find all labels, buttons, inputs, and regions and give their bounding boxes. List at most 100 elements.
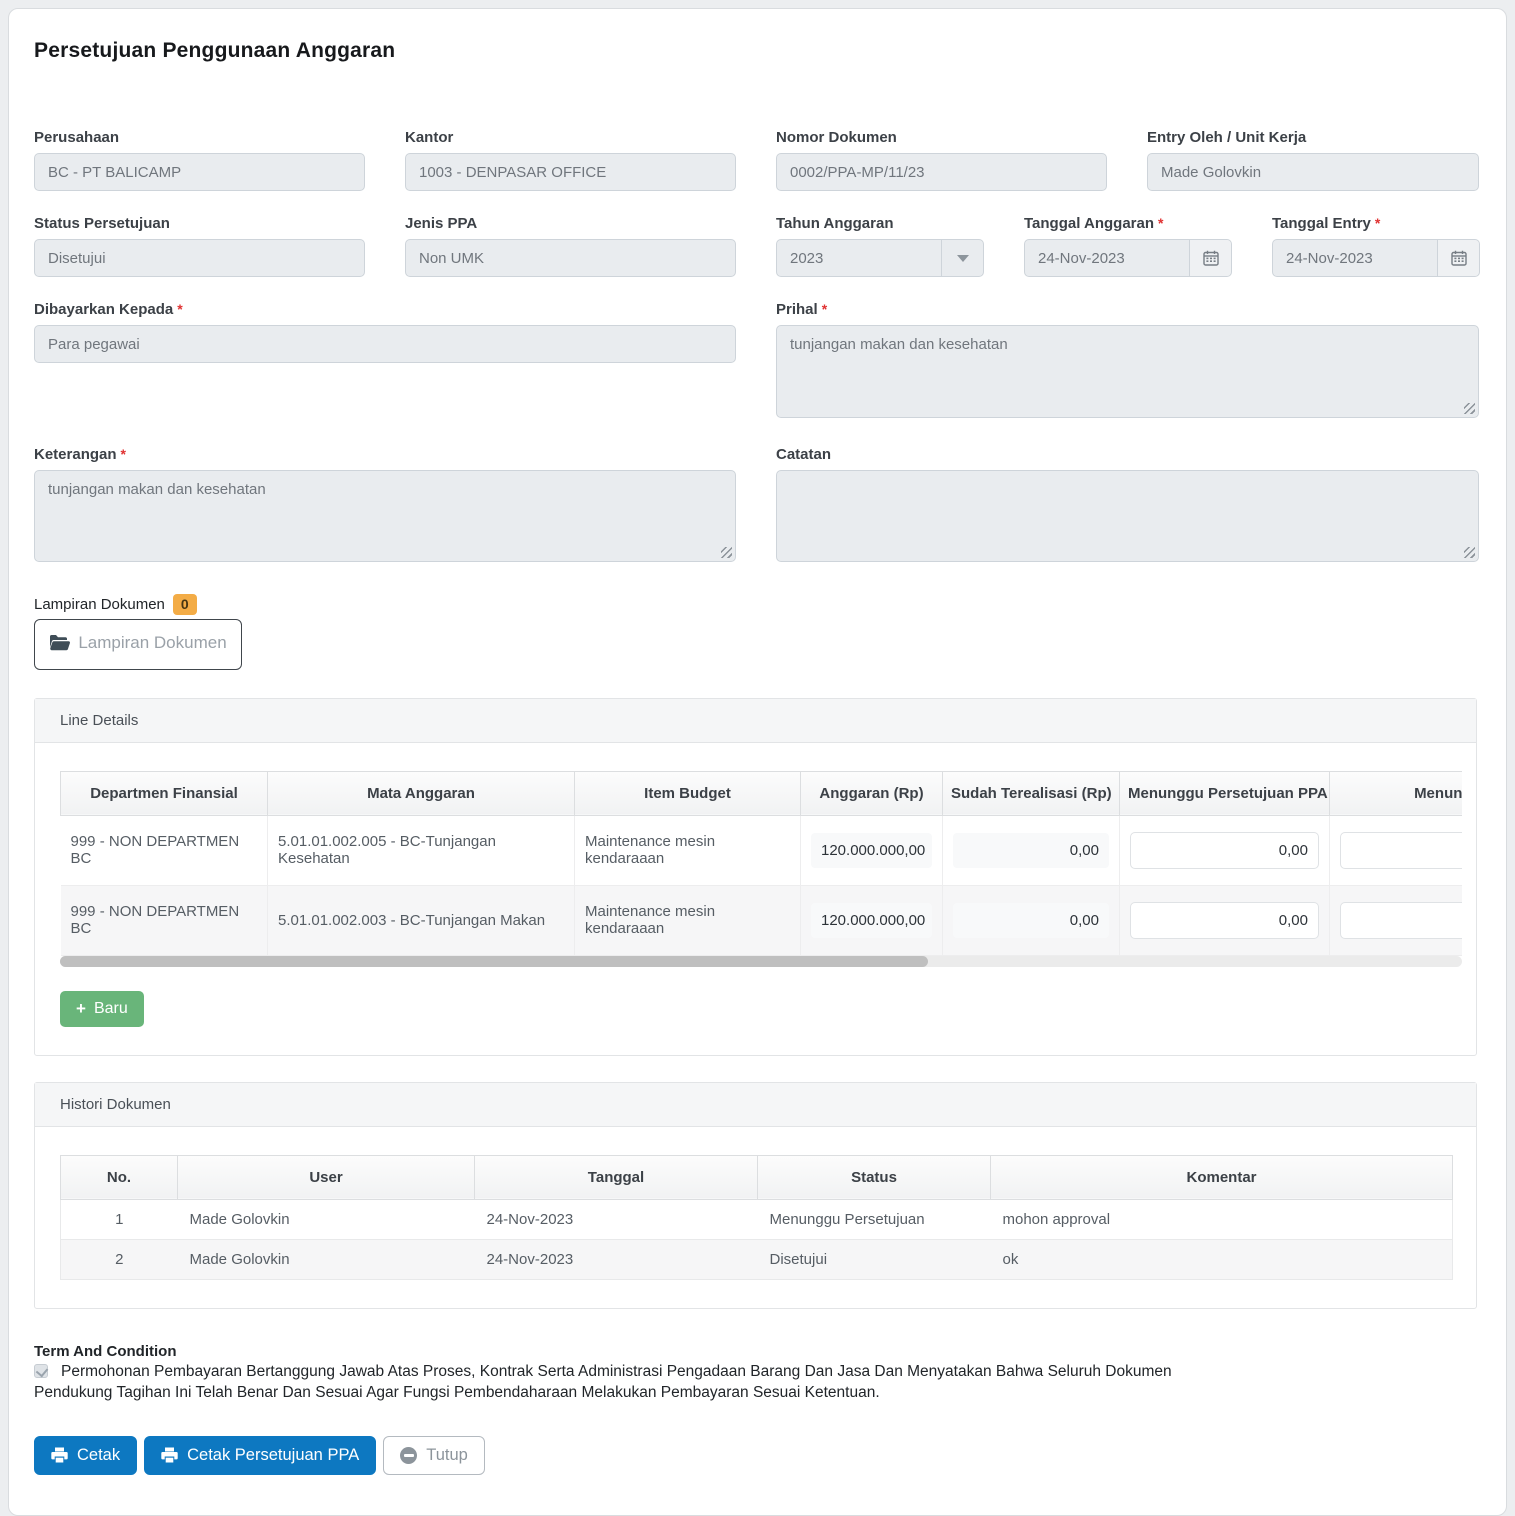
- lampiran-label: Lampiran Dokumen: [34, 595, 165, 613]
- col-tanggal: Tanggal: [474, 1154, 758, 1200]
- form-row-4: Keterangan * tunjangan makan dan kesehata…: [34, 446, 1479, 562]
- col-mata-anggaran: Mata Anggaran: [267, 770, 575, 816]
- lampiran-dokumen-button[interactable]: Lampiran Dokumen: [34, 618, 242, 670]
- required-marker: *: [120, 446, 126, 462]
- lampiran-count-badge: 0: [172, 594, 197, 615]
- field-keterangan: Keterangan * tunjangan makan dan kesehata…: [34, 446, 736, 562]
- keterangan-label: Keterangan *: [34, 446, 126, 463]
- catatan-label: Catatan: [776, 446, 832, 463]
- prihal-textarea[interactable]: tunjangan makan dan kesehatan: [776, 325, 1479, 418]
- menunggu-ppa-input[interactable]: 0,00: [1130, 831, 1319, 869]
- field-catatan: Catatan: [776, 446, 1479, 562]
- cell-departmen: 999 - NON DEPARTMEN BC: [60, 885, 268, 956]
- tanggal-anggaran-value: 24-Nov-2023: [1038, 249, 1125, 267]
- tanggal-anggaran-calendar-button[interactable]: [1189, 240, 1231, 276]
- line-details-header-row: Departmen Finansial Mata Anggaran Item B…: [60, 770, 1462, 816]
- form-card: Persetujuan Penggunaan Anggaran Perusaha…: [8, 8, 1507, 1516]
- nomor-dokumen-label: Nomor Dokumen: [776, 129, 897, 146]
- tanggal-anggaran-input[interactable]: 24-Nov-2023: [1024, 239, 1232, 277]
- menunggu-next-input[interactable]: [1340, 901, 1462, 939]
- required-marker: *: [821, 301, 828, 317]
- form-row-2: Status Persetujuan Disetujui Jenis PPA N…: [34, 215, 1480, 277]
- calendar-icon: [1450, 250, 1467, 266]
- horizontal-scrollbar[interactable]: [60, 955, 1462, 967]
- jenis-ppa-label: Jenis PPA: [405, 215, 478, 232]
- kantor-input[interactable]: 1003 - DENPASAR OFFICE: [405, 153, 736, 191]
- dibayarkan-kepada-label: Dibayarkan Kepada *: [34, 301, 183, 318]
- table-row: 999 - NON DEPARTMEN BC 5.01.01.002.003 -…: [60, 885, 1462, 956]
- terms-checkbox: [34, 1363, 48, 1378]
- lampiran-section: Lampiran Dokumen 0 Lampiran Dokumen: [34, 594, 1477, 670]
- resize-handle[interactable]: [1464, 547, 1475, 558]
- field-dibayarkan-kepada: Dibayarkan Kepada * Para pegawai: [34, 301, 736, 363]
- catatan-textarea[interactable]: [776, 470, 1479, 562]
- resize-handle[interactable]: [1464, 403, 1475, 414]
- terms-title: Term And Condition: [34, 1342, 177, 1360]
- entry-oleh-input[interactable]: Made Golovkin: [1147, 153, 1479, 191]
- line-details-table: Departmen Finansial Mata Anggaran Item B…: [60, 770, 1462, 956]
- tutup-button[interactable]: Tutup: [383, 1435, 485, 1475]
- cell-departmen: 999 - NON DEPARTMEN BC: [60, 815, 268, 886]
- jenis-ppa-input[interactable]: Non UMK: [405, 239, 736, 277]
- line-details-table-viewport: Departmen Finansial Mata Anggaran Item B…: [60, 770, 1462, 956]
- tahun-anggaran-value: 2023: [790, 249, 824, 267]
- required-marker: *: [1374, 215, 1381, 231]
- col-sudah-terealisasi: Sudah Terealisasi (Rp): [942, 770, 1120, 816]
- col-no: No.: [60, 1154, 178, 1200]
- scrollbar-thumb[interactable]: [60, 955, 928, 967]
- line-details-panel: Line Details Departmen Finansial Mata An…: [34, 697, 1477, 1056]
- menunggu-next-input[interactable]: [1340, 831, 1462, 869]
- cetak-persetujuan-ppa-button[interactable]: Cetak Persetujuan PPA: [144, 1435, 377, 1475]
- lampiran-button-label: Lampiran Dokumen: [78, 632, 227, 652]
- plus-icon: +: [76, 999, 86, 1019]
- field-perusahaan: Perusahaan BC - PT BALICAMP: [34, 129, 365, 191]
- tanggal-entry-calendar-button[interactable]: [1437, 240, 1479, 276]
- cell-status: Disetujui: [757, 1239, 991, 1280]
- form-row-1: Perusahaan BC - PT BALICAMP Kantor 1003 …: [34, 129, 1479, 191]
- tahun-anggaran-caret-box[interactable]: [941, 240, 983, 276]
- field-tanggal-anggaran: Tanggal Anggaran * 24-Nov-2023: [1024, 215, 1232, 277]
- field-tahun-anggaran: Tahun Anggaran 2023: [776, 215, 984, 277]
- resize-handle[interactable]: [721, 547, 732, 558]
- status-persetujuan-input[interactable]: Disetujui: [34, 239, 365, 277]
- chevron-down-icon: [956, 254, 969, 262]
- histori-dokumen-title: Histori Dokumen: [35, 1082, 1476, 1127]
- baru-button[interactable]: + Baru: [60, 990, 144, 1027]
- cell-user: Made Golovkin: [177, 1239, 475, 1280]
- col-menunggu-persetujuan-truncated: Menunggu Perse: [1329, 770, 1462, 816]
- menunggu-ppa-input[interactable]: 0,00: [1130, 901, 1319, 939]
- col-komentar: Komentar: [990, 1154, 1453, 1200]
- nomor-dokumen-input[interactable]: 0002/PPA-MP/11/23: [776, 153, 1107, 191]
- cell-status: Menunggu Persetujuan: [757, 1199, 991, 1240]
- cell-item-budget: Maintenance mesin kendaraaan: [574, 885, 801, 956]
- line-details-body: Departmen Finansial Mata Anggaran Item B…: [35, 743, 1476, 1055]
- col-item-budget: Item Budget: [574, 770, 801, 816]
- histori-dokumen-panel: Histori Dokumen No. User Tanggal Status …: [34, 1081, 1477, 1309]
- cell-komentar: mohon approval: [990, 1199, 1453, 1240]
- required-marker: *: [1158, 215, 1164, 231]
- calendar-icon: [1202, 250, 1219, 266]
- field-jenis-ppa: Jenis PPA Non UMK: [405, 215, 736, 277]
- cetak-button[interactable]: Cetak: [34, 1435, 138, 1475]
- col-user: User: [177, 1154, 475, 1200]
- tanggal-entry-label: Tanggal Entry *: [1272, 215, 1381, 232]
- tanggal-entry-input[interactable]: 24-Nov-2023: [1272, 239, 1480, 277]
- prihal-label: Prihal *: [776, 301, 828, 318]
- histori-header-row: No. User Tanggal Status Komentar: [60, 1154, 1453, 1200]
- dibayarkan-kepada-input[interactable]: Para pegawai: [34, 325, 736, 363]
- table-row: 2 Made Golovkin 24-Nov-2023 Disetujui ok: [60, 1239, 1453, 1280]
- minus-circle-icon: [400, 1446, 418, 1464]
- terealisasi-value: 0,00: [953, 832, 1109, 868]
- cell-tanggal: 24-Nov-2023: [474, 1199, 758, 1240]
- tahun-anggaran-select[interactable]: 2023: [776, 239, 984, 277]
- perusahaan-input[interactable]: BC - PT BALICAMP: [34, 153, 365, 191]
- col-status: Status: [757, 1154, 991, 1200]
- col-departmen-finansial: Departmen Finansial: [60, 770, 268, 816]
- terms-text: Permohonan Pembayaran Bertanggung Jawab …: [34, 1362, 1172, 1401]
- terealisasi-value: 0,00: [953, 902, 1109, 938]
- field-kantor: Kantor 1003 - DENPASAR OFFICE: [405, 129, 736, 191]
- field-status-persetujuan: Status Persetujuan Disetujui: [34, 215, 365, 277]
- keterangan-textarea[interactable]: tunjangan makan dan kesehatan: [34, 470, 736, 562]
- perusahaan-label: Perusahaan: [34, 129, 120, 146]
- histori-table: No. User Tanggal Status Komentar 1 Made …: [60, 1154, 1453, 1280]
